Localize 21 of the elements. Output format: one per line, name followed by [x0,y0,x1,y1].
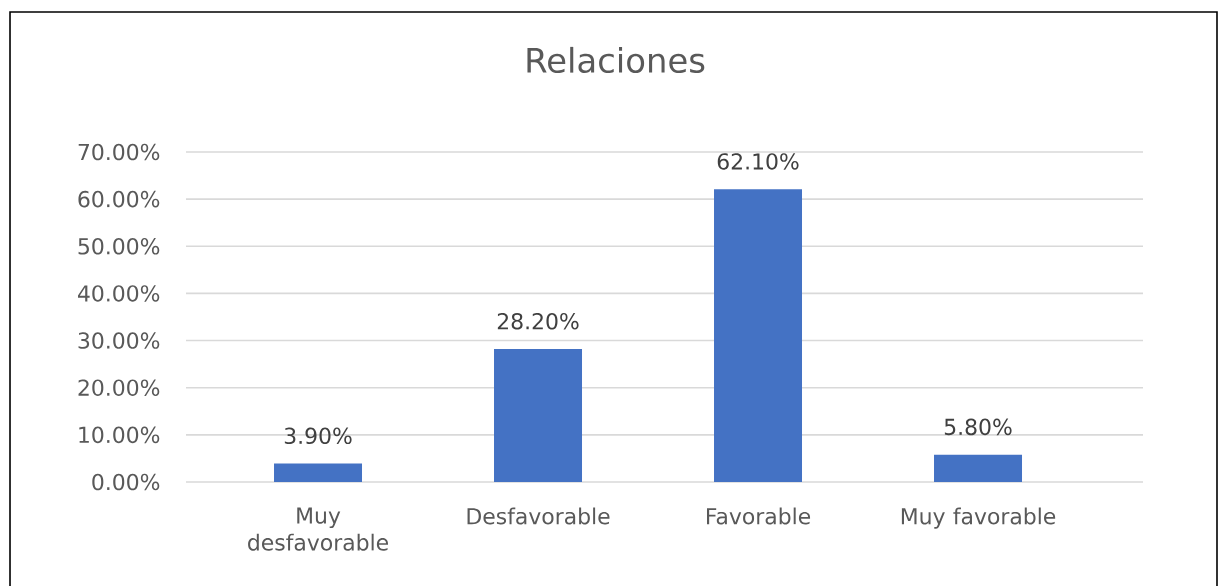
y-tick-label: 10.00% [79,426,160,444]
data-label: 3.90% [284,427,352,445]
y-tick-label: 20.00% [78,379,160,396]
bar [934,454,1023,482]
x-tick-label: Desfavorable [467,507,610,525]
chart-title: Relaciones [527,46,705,74]
y-tick-label: 60.00% [78,190,160,208]
y-tick-label: 30.00% [78,332,160,349]
bar [714,189,803,482]
y-tick-label: 40.00% [78,285,160,302]
y-tick-label: 50.00% [78,237,160,255]
x-tick-label: Favorable [707,507,811,525]
data-label: 5.80% [944,418,1012,436]
data-label: 62.10% [717,153,799,170]
x-tick-label: Muy favorable [901,507,1056,529]
y-tick-label: 70.00% [78,143,160,161]
bar [274,463,363,482]
data-label: 28.20% [497,312,579,330]
y-tick-label: 0.00% [92,473,160,491]
bar [494,349,583,482]
x-tick-label: Muy desfavorable [248,507,389,551]
